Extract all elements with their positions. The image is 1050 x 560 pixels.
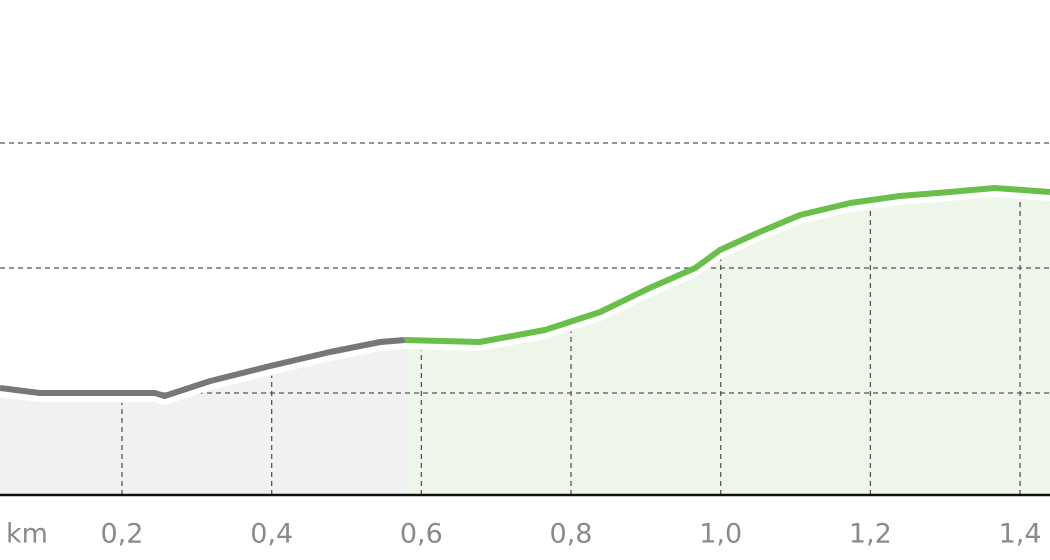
x-tick-label: 0,4 (250, 519, 293, 550)
x-tick-label: 1,2 (849, 519, 892, 550)
line-halo (0, 343, 406, 405)
x-tick-label: 1,0 (699, 519, 742, 550)
x-axis-unit: km (6, 519, 48, 550)
line-halo (404, 191, 1050, 351)
profile-line (0, 337, 406, 399)
profile-area (404, 188, 1050, 495)
x-tick-label: 0,8 (550, 519, 593, 550)
x-tick-label: 0,2 (101, 519, 144, 550)
x-tick-label: 0,6 (400, 519, 443, 550)
profile-area (0, 340, 405, 495)
profile-line (404, 185, 1050, 345)
x-tick-label: 1,4 (999, 519, 1042, 550)
